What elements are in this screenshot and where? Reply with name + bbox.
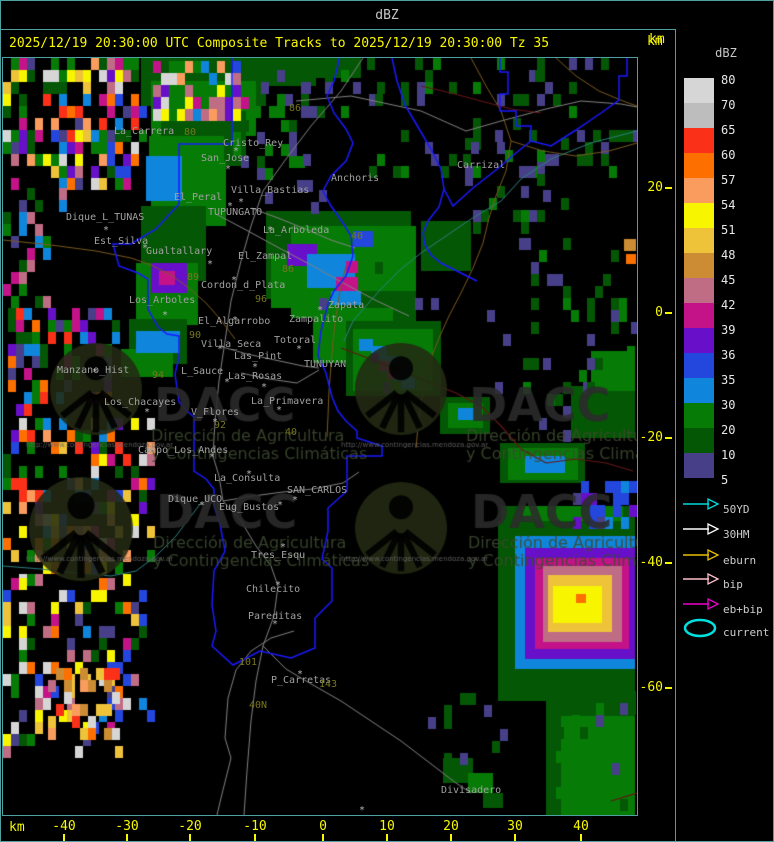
legend-symbol-50YD bbox=[682, 498, 720, 511]
legend-symbol-eburn bbox=[682, 549, 720, 562]
window-title: dBZ bbox=[375, 7, 399, 23]
dbz-band-label: 5 bbox=[721, 473, 729, 487]
dbz-band-swatch bbox=[684, 78, 714, 103]
dbz-band-swatch bbox=[684, 203, 714, 228]
dbz-band-swatch bbox=[684, 303, 714, 328]
x-tick-mark bbox=[580, 834, 582, 841]
x-tick-label: -20 bbox=[178, 819, 202, 834]
legend-symbol-current bbox=[682, 618, 720, 640]
x-tick-label: -10 bbox=[243, 819, 267, 834]
x-tick-label: -40 bbox=[52, 819, 76, 834]
y-axis: 20 0 -20 -40 -60 bbox=[639, 57, 675, 816]
legend-arrow-icon bbox=[683, 549, 720, 562]
legend-label: 30HM bbox=[723, 528, 750, 541]
legend-label: eb+bip bbox=[723, 603, 763, 616]
timestamp-status: 2025/12/19 20:30:00 UTC Composite Tracks… bbox=[9, 36, 550, 51]
y-tick-label: -40 bbox=[639, 555, 663, 570]
x-tick-mark bbox=[386, 834, 388, 841]
header-bar: 2025/12/19 20:30:00 UTC Composite Tracks… bbox=[1, 30, 674, 57]
legend-label: 50YD bbox=[723, 503, 750, 516]
legend-symbol-30HM bbox=[682, 523, 720, 536]
x-tick-label: -30 bbox=[115, 819, 139, 834]
dbz-band-swatch bbox=[684, 353, 714, 378]
legend-symbol-bip bbox=[682, 573, 720, 586]
y-tick-label: 0 bbox=[655, 305, 663, 320]
dbz-band-swatch bbox=[684, 278, 714, 303]
dbz-band-label: 54 bbox=[721, 198, 736, 212]
legend-arrow-icon bbox=[683, 573, 720, 586]
dbz-band-swatch bbox=[684, 153, 714, 178]
dbz-band-label: 36 bbox=[721, 348, 736, 362]
x-tick-label: 40 bbox=[573, 819, 589, 834]
x-tick-mark bbox=[189, 834, 191, 841]
dbz-band-label: 20 bbox=[721, 423, 736, 437]
header-unit-label: km bbox=[647, 34, 663, 49]
dbz-band-label: 39 bbox=[721, 323, 736, 337]
x-tick-label: 30 bbox=[507, 819, 523, 834]
y-tick-label: -60 bbox=[639, 680, 663, 695]
dbz-band-label: 48 bbox=[721, 248, 736, 262]
dbz-band-swatch bbox=[684, 428, 714, 453]
legend-symbol-eb+bip bbox=[682, 598, 720, 611]
y-tick-mark bbox=[665, 187, 672, 189]
x-tick-label: 10 bbox=[379, 819, 395, 834]
legend-arrow-icon bbox=[683, 523, 720, 536]
y-tick-mark bbox=[665, 562, 672, 564]
panel-divider bbox=[675, 29, 676, 841]
legend-label: eburn bbox=[723, 554, 757, 567]
legend-ellipse-icon bbox=[683, 618, 717, 638]
dbz-band-swatch bbox=[684, 128, 714, 153]
dbz-band-label: 10 bbox=[721, 448, 736, 462]
dbz-band-swatch bbox=[684, 103, 714, 128]
dbz-band-swatch bbox=[684, 378, 714, 403]
title-bar: dBZ bbox=[1, 1, 773, 30]
dbz-band-label: 51 bbox=[721, 223, 736, 237]
legend-label: current bbox=[723, 626, 770, 639]
dbz-band-swatch bbox=[684, 253, 714, 278]
radar-map[interactable]: La_Carrera Cristo_Rey * San_Jose * El_Peral * V… bbox=[2, 57, 638, 816]
dbz-band-label: 60 bbox=[721, 148, 736, 162]
dbz-band-label: 45 bbox=[721, 273, 736, 287]
legend-label: bip bbox=[723, 578, 743, 591]
dbz-band-swatch bbox=[684, 328, 714, 353]
x-tick-mark bbox=[126, 834, 128, 841]
y-tick-mark bbox=[665, 312, 672, 314]
y-tick-mark bbox=[665, 687, 672, 689]
dbz-band-swatch bbox=[684, 178, 714, 203]
dbz-band-swatch bbox=[684, 228, 714, 253]
scale-title: dBZ bbox=[715, 46, 737, 60]
dbz-band-label: 70 bbox=[721, 98, 736, 112]
dbz-band-swatch bbox=[684, 453, 714, 478]
y-tick-label: -20 bbox=[639, 430, 663, 445]
dbz-band-label: 42 bbox=[721, 298, 736, 312]
x-tick-label: 20 bbox=[443, 819, 459, 834]
y-tick-mark bbox=[665, 437, 672, 439]
x-tick-mark bbox=[450, 834, 452, 841]
dbz-band-label: 57 bbox=[721, 173, 736, 187]
y-tick-label: 20 bbox=[647, 180, 663, 195]
x-tick-mark bbox=[514, 834, 516, 841]
x-tick-mark bbox=[254, 834, 256, 841]
y-axis-unit-label: km bbox=[649, 32, 665, 47]
dbz-band-swatch bbox=[684, 403, 714, 428]
dbz-band-label: 80 bbox=[721, 73, 736, 87]
legend-arrow-icon bbox=[683, 598, 720, 611]
dbz-band-label: 30 bbox=[721, 398, 736, 412]
x-tick-label: 0 bbox=[319, 819, 327, 834]
dbz-band-label: 65 bbox=[721, 123, 736, 137]
x-axis: km -40 -30 -20 -10 0 10 20 30 40 bbox=[1, 817, 675, 841]
legend-arrow-icon bbox=[683, 498, 720, 511]
dbz-scale-panel: dBZ 80 70 65 60 57 54 51 48 45 42 39 36 35 30 20 10 5 50Y… bbox=[676, 29, 773, 841]
x-axis-unit-label: km bbox=[9, 820, 25, 835]
x-tick-mark bbox=[63, 834, 65, 841]
dbz-band-label: 35 bbox=[721, 373, 736, 387]
radar-canvas[interactable] bbox=[3, 58, 637, 815]
x-tick-mark bbox=[322, 834, 324, 841]
